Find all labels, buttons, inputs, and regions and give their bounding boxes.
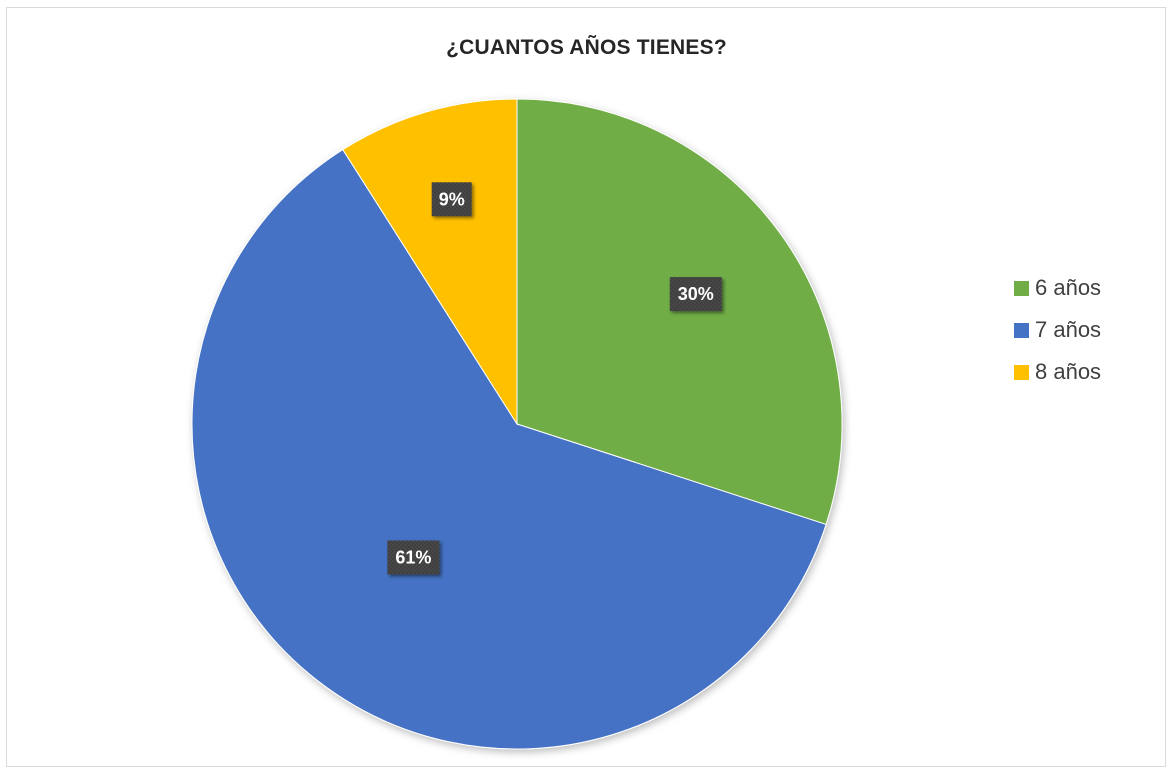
slice-8-anos — [342, 98, 518, 426]
slice-7-anos — [191, 148, 827, 750]
data-label-box — [431, 182, 472, 217]
data-label-box — [669, 277, 722, 312]
data-label-text: 9% — [439, 189, 465, 209]
legend-label: 7 años — [1035, 317, 1102, 342]
legend-item: 7 años — [1014, 314, 1101, 346]
legend: 6 años 7 años 8 años — [1014, 272, 1101, 398]
legend-swatch — [1014, 280, 1029, 296]
legend-label: 6 años — [1035, 275, 1102, 300]
chart-title: ¿CUANTOS AÑOS TIENES? — [446, 36, 727, 59]
slice-6-anos — [516, 98, 843, 526]
data-label-box — [387, 540, 440, 575]
data-label-text: 30% — [678, 284, 714, 304]
data-label: 9% — [431, 182, 472, 217]
legend-swatch — [1014, 364, 1029, 380]
legend-label: 8 años — [1035, 359, 1102, 384]
legend-item: 8 años — [1014, 356, 1101, 388]
data-label: 30% — [669, 277, 722, 312]
legend-item: 6 años — [1014, 272, 1101, 304]
data-label: 61% — [387, 540, 440, 575]
data-label-text: 61% — [395, 548, 431, 568]
legend-swatch — [1014, 322, 1029, 338]
